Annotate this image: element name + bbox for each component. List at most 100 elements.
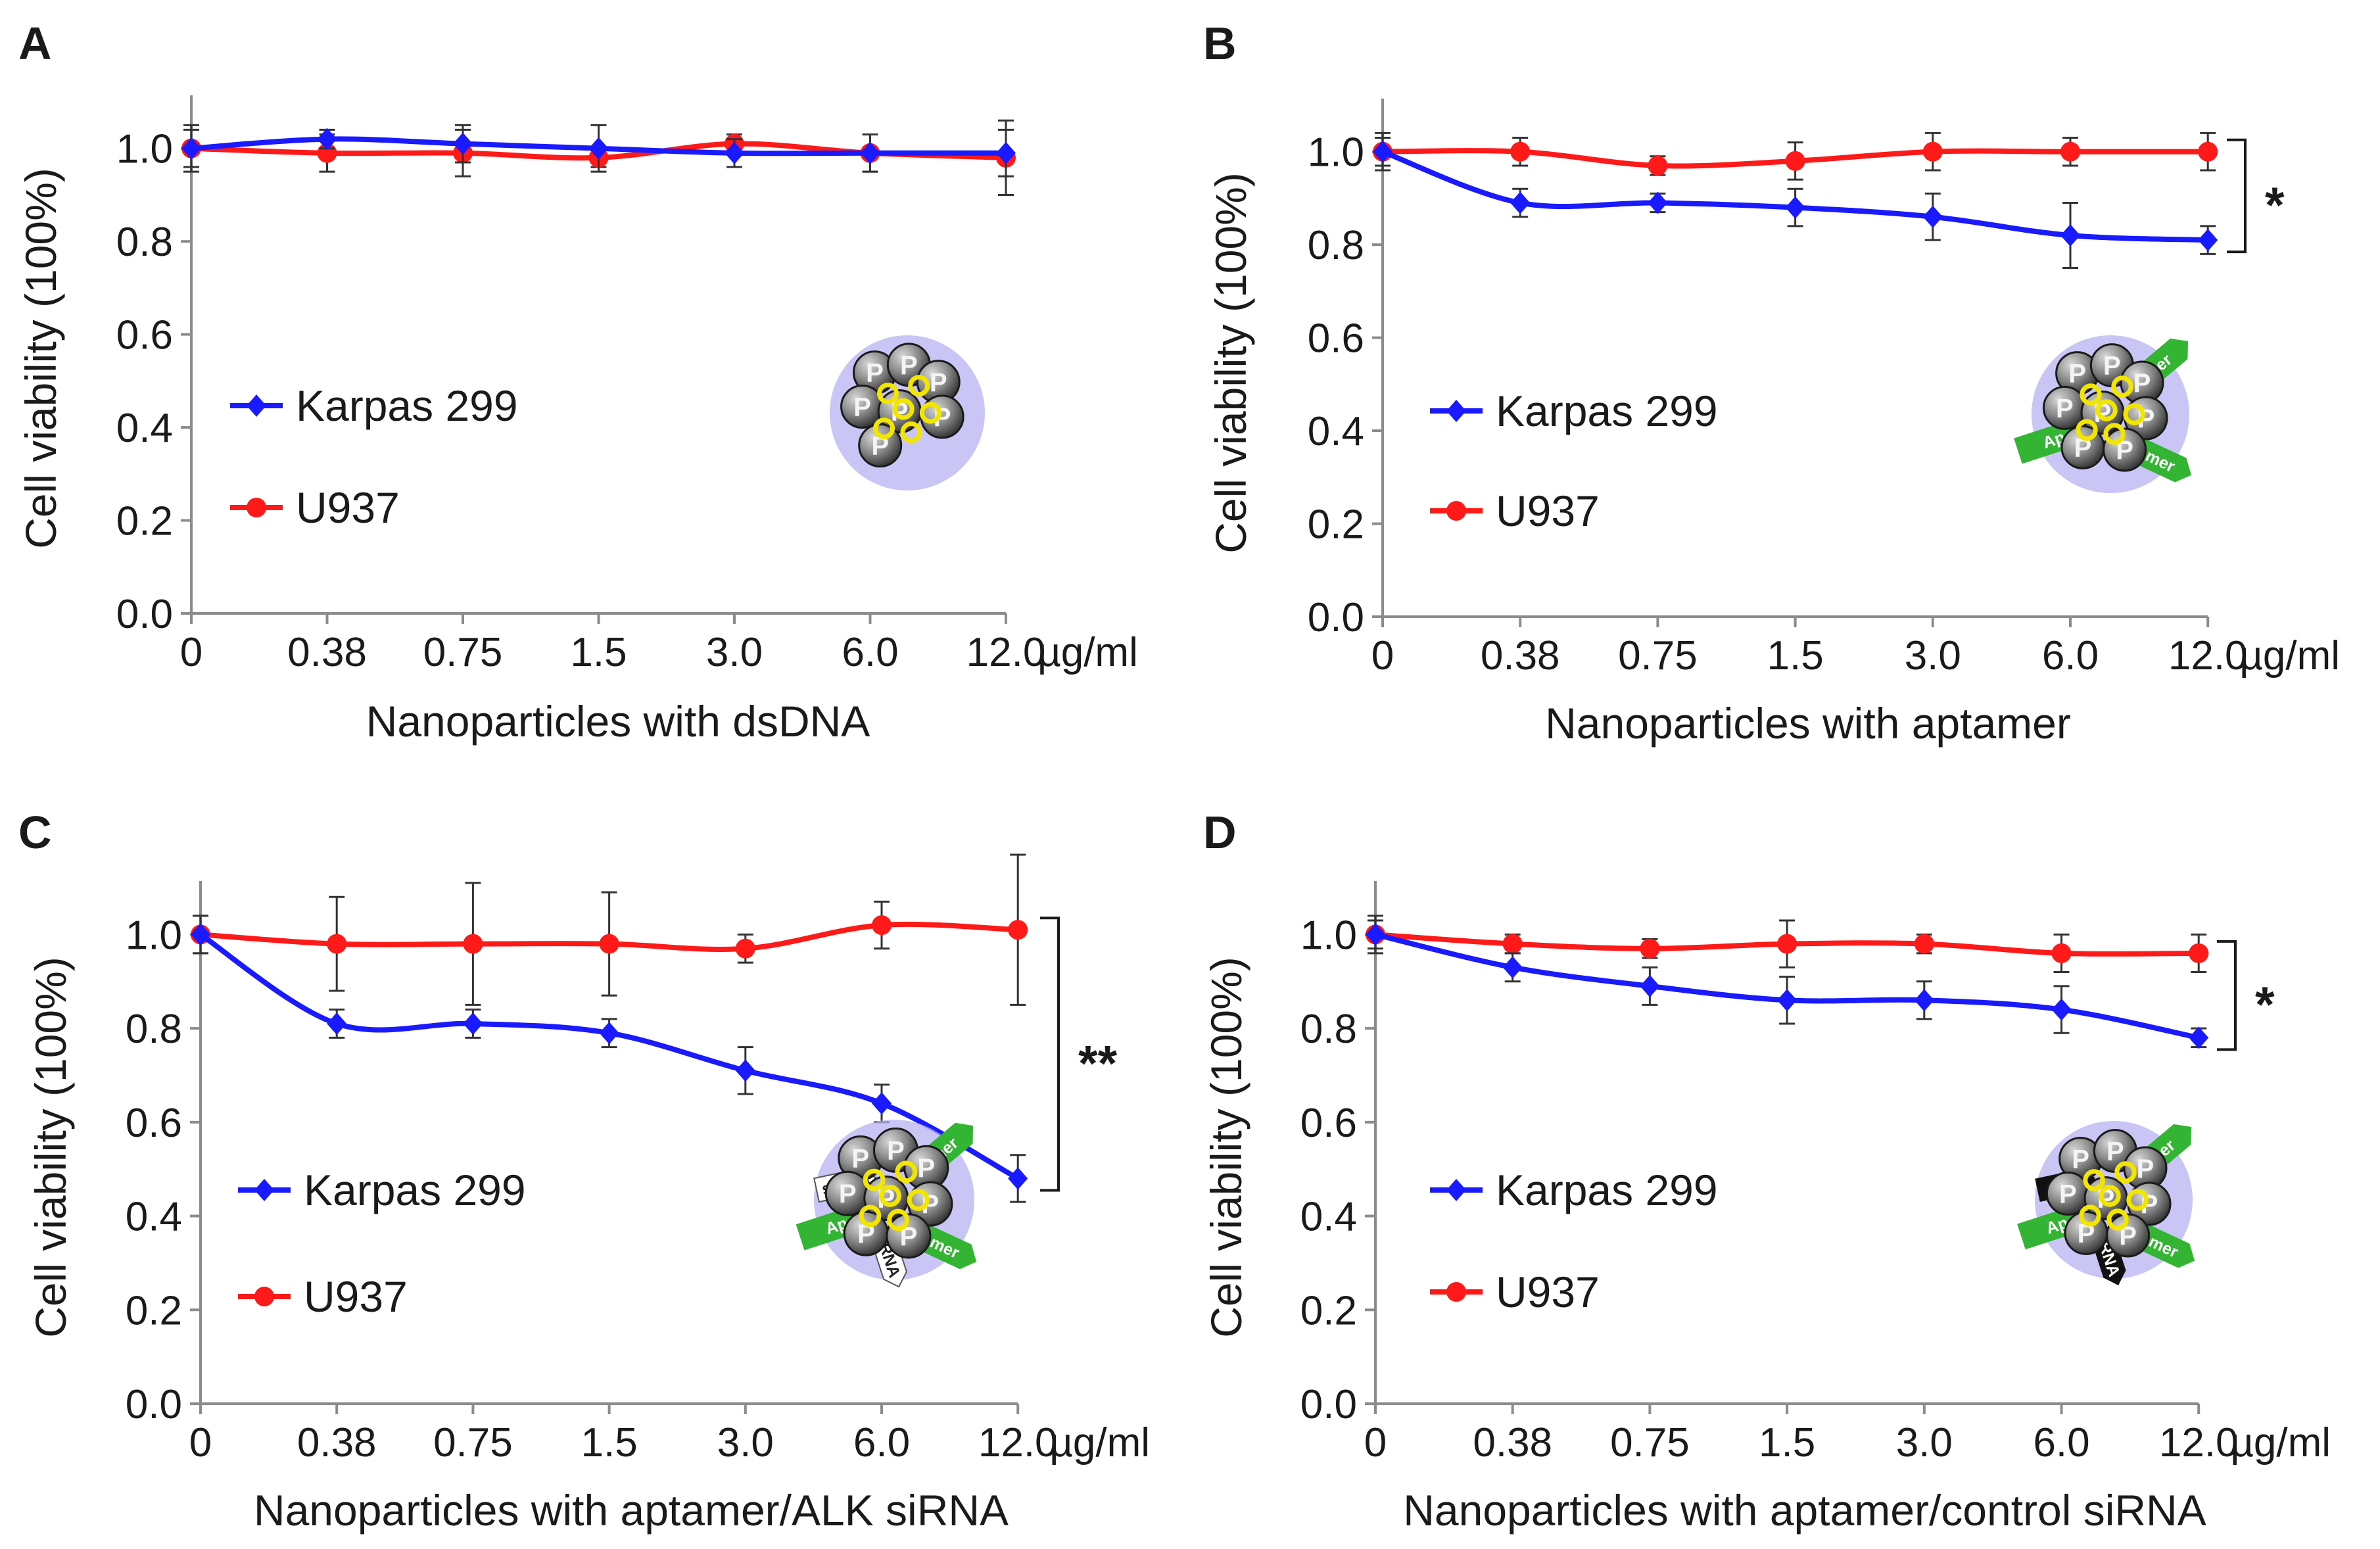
linker-loop xyxy=(2114,1161,2137,1183)
particle-bead-label: P xyxy=(917,1154,935,1183)
y-axis-title: Cell viability (100%) xyxy=(26,957,75,1338)
data-point-circle xyxy=(1502,934,1523,954)
legend-marker-karpas xyxy=(1446,1179,1466,1201)
particle-bead xyxy=(2103,427,2147,472)
legend-label-karpas: Karpas 299 xyxy=(304,1166,526,1214)
legend-marker-karpas xyxy=(1446,400,1466,422)
legend-label-karpas: Karpas 299 xyxy=(1496,1166,1718,1214)
x-tick-label: 1.5 xyxy=(1759,1420,1815,1466)
data-point-diamond xyxy=(317,128,337,151)
particle-bead-label: P xyxy=(2103,352,2121,381)
nanoparticle-illustration: P PPP P PP xyxy=(840,343,964,468)
data-point-diamond xyxy=(1510,191,1531,214)
x-tick-label: 1.5 xyxy=(1767,633,1823,679)
data-point-circle xyxy=(1785,151,1805,171)
data-point-circle xyxy=(1640,938,1660,959)
legend-marker-karpas xyxy=(254,1179,274,1201)
y-axis-title: Cell viability (100%) xyxy=(1206,172,1255,554)
x-tick-label: 6.0 xyxy=(842,630,898,675)
x-tick-label: 12.0 xyxy=(2159,1420,2239,1466)
x-tick-label: 0.38 xyxy=(287,630,367,675)
panel-c: C 0.0 0.2 0.4 0.6 0.8 1.0 0 0.38 0.75 1.5 3.0 6.0 12.… xyxy=(18,807,1150,1535)
legend: Karpas 299 U937 xyxy=(230,381,518,532)
x-tick-label: 6.0 xyxy=(853,1420,910,1466)
particle-bead-label: P xyxy=(2068,360,2086,389)
x-tick-label: 0 xyxy=(180,630,202,675)
x-unit-label: µg/ml xyxy=(1037,630,1138,675)
particle-bead-label: P xyxy=(851,1145,869,1174)
legend: Karpas 299 U937 xyxy=(1430,387,1718,535)
particle-bead-label: P xyxy=(2137,1155,2154,1183)
linker-loop xyxy=(2126,1189,2149,1211)
data-point-diamond xyxy=(1640,974,1660,997)
x-unit-label: µg/ml xyxy=(2230,1420,2331,1466)
data-point-circle xyxy=(1922,141,1943,162)
x-unit-label: µg/ml xyxy=(1049,1420,1150,1466)
x-tick-label: 6.0 xyxy=(2042,633,2099,679)
particle-bead-label: P xyxy=(900,351,918,380)
legend: Karpas 299 U937 xyxy=(1430,1166,1718,1316)
x-tick-label: 3.0 xyxy=(1905,633,1961,679)
panel-b: B 0.0 0.2 0.4 0.6 0.8 1.0 0 0.38 0.75 1.5 3.0 6.0 12.… xyxy=(1203,18,2340,748)
y-tick-label: 0.2 xyxy=(126,1288,182,1333)
series-karpas-299 xyxy=(191,915,1028,1203)
linker-loop xyxy=(878,1184,901,1207)
data-point-diamond xyxy=(191,923,210,946)
linker-loop xyxy=(892,398,915,420)
data-point-diamond xyxy=(588,137,609,160)
linker-loop xyxy=(877,383,899,404)
data-point-circle xyxy=(1777,934,1797,954)
x-tick-label: 0.38 xyxy=(1481,633,1560,679)
y-tick-label: 0.2 xyxy=(1300,1288,1357,1333)
x-tick-label: 3.0 xyxy=(706,630,763,675)
significance-marker: ** xyxy=(1078,1036,1118,1091)
x-tick-label: 0.38 xyxy=(1473,1420,1552,1466)
panel-letter: A xyxy=(18,18,52,69)
significance-bracket: * xyxy=(2227,138,2285,254)
legend-marker-u937 xyxy=(254,1287,274,1306)
linker-loop xyxy=(2123,403,2145,425)
data-point-diamond xyxy=(1366,923,1385,946)
x-tick-label: 0 xyxy=(1371,633,1394,679)
data-point-diamond xyxy=(2189,1026,2209,1049)
panel-a: A 0.0 0.2 0.4 0.6 0.8 1.0 0 0.38 0.75 1.5 3.0 6.0 12.… xyxy=(16,18,1138,746)
data-point-diamond xyxy=(1502,956,1523,979)
data-point-diamond xyxy=(453,132,473,155)
particle-bead xyxy=(886,1213,932,1259)
data-point-circle xyxy=(2189,943,2209,963)
legend-label-u937: U937 xyxy=(1496,1268,1600,1316)
x-axis-title: Nanoparticles with aptamer xyxy=(1545,699,2071,748)
data-point-diamond xyxy=(872,1092,892,1115)
data-point-diamond xyxy=(463,1012,483,1035)
particle-bead-label: P xyxy=(2133,369,2151,398)
x-unit-label: µg/ml xyxy=(2239,633,2340,679)
particle-bead-label: P xyxy=(2106,1137,2124,1166)
panel-letter: B xyxy=(1203,18,1237,69)
legend: Karpas 299 U937 xyxy=(238,1166,526,1321)
linker-loop xyxy=(863,1168,886,1191)
y-tick-label: 0.0 xyxy=(1308,595,1364,640)
significance-bracket: * xyxy=(2217,940,2275,1051)
linker-loop xyxy=(2083,1169,2105,1191)
particle-bead xyxy=(2106,1213,2151,1258)
data-point-diamond xyxy=(996,141,1016,164)
y-tick-label: 0.6 xyxy=(1300,1101,1357,1146)
data-point-circle xyxy=(1008,920,1028,940)
significance-marker: * xyxy=(2255,977,2275,1033)
data-point-circle xyxy=(2198,141,2218,162)
linker-loop xyxy=(895,1160,918,1183)
y-tick-label: 0.2 xyxy=(116,499,173,544)
x-tick-label: 3.0 xyxy=(717,1420,774,1466)
linker-loop xyxy=(859,1204,882,1227)
data-point-diamond xyxy=(735,1059,755,1082)
x-tick-label: 0.75 xyxy=(423,630,503,675)
data-point-diamond xyxy=(725,141,744,164)
bracket-line xyxy=(1040,917,1060,1192)
x-tick-label: 0.75 xyxy=(1610,1420,1690,1466)
legend-label-u937: U937 xyxy=(1496,487,1600,535)
legend-marker-u937 xyxy=(1446,501,1466,521)
linker-loop xyxy=(2111,375,2133,398)
nanoparticle-illustration: ApmertamersiRNARNAPPPPPPPP xyxy=(796,1122,977,1288)
